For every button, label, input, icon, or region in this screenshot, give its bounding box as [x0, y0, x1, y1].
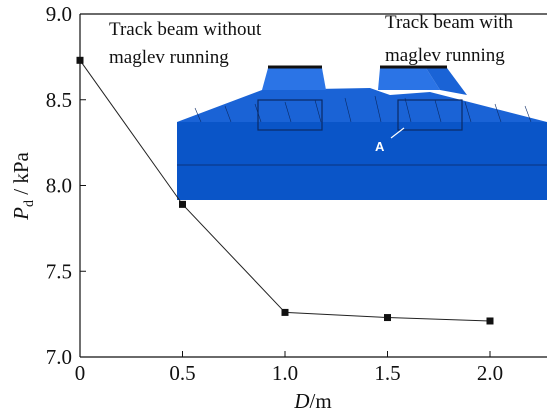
inset-point-label: A [375, 139, 385, 154]
inset-mesh-line [434, 99, 442, 123]
y-tick-label: 8.0 [46, 174, 72, 198]
inset-soil-block [177, 122, 547, 200]
y-axis-title-main: P [9, 207, 33, 221]
y-axis-title-sub: d [22, 200, 37, 207]
data-point [384, 314, 391, 322]
annotation-right-line1: Track beam with [385, 12, 514, 33]
inset-pointer [390, 127, 405, 139]
x-tick-label: 0.5 [169, 361, 195, 385]
y-tick-label: 9.0 [46, 2, 72, 26]
x-tick-label: 1.0 [272, 361, 298, 385]
inset-beam-right-side [426, 68, 467, 95]
annotation-right-line2: maglev running [385, 45, 505, 66]
data-point [76, 56, 84, 64]
inset-mesh-line [224, 105, 232, 123]
data-point [281, 308, 289, 316]
y-tick-label: 7.0 [46, 345, 72, 369]
fe-model-inset: A [177, 65, 547, 200]
inset-beam-left [262, 68, 326, 90]
inset-mesh-line [374, 95, 382, 123]
inset-mesh-line [494, 103, 502, 123]
inset-mesh-line [314, 99, 322, 123]
ticks: 0 0.5 1.0 1.5 2.0 7.0 7.5 8.0 8.5 9.0 [46, 2, 503, 385]
x-axis-title: D/m [293, 389, 331, 413]
x-tick-label: 0 [75, 361, 86, 385]
inset-beam-right [378, 68, 440, 90]
x-tick-label: 1.5 [374, 361, 400, 385]
annotation-left-line2: maglev running [109, 47, 229, 68]
data-markers [76, 56, 494, 325]
inset-mesh-line [404, 97, 412, 123]
inset-mesh-line [254, 103, 262, 123]
inset-embankment [177, 88, 547, 122]
x-axis-title-main: D [293, 389, 309, 413]
y-axis-title: Pd / kPa [9, 151, 37, 220]
data-point [486, 317, 494, 325]
annotation-left-line1: Track beam without [109, 19, 262, 40]
inset-pier-left [257, 99, 323, 131]
inset-mesh-line [464, 101, 472, 123]
inset-mesh-line [284, 101, 292, 123]
inset-mesh-line [344, 97, 352, 123]
x-axis-title-unit: /m [310, 389, 332, 413]
x-tick-label: 2.0 [477, 361, 503, 385]
data-point [179, 200, 186, 208]
inset-pier-right [397, 99, 463, 131]
y-tick-label: 8.5 [46, 88, 72, 112]
inset-mesh-line [194, 107, 202, 123]
inset-mesh-line [524, 105, 532, 123]
y-tick-label: 7.5 [46, 259, 72, 283]
y-axis-title-unit: / kPa [9, 151, 33, 200]
